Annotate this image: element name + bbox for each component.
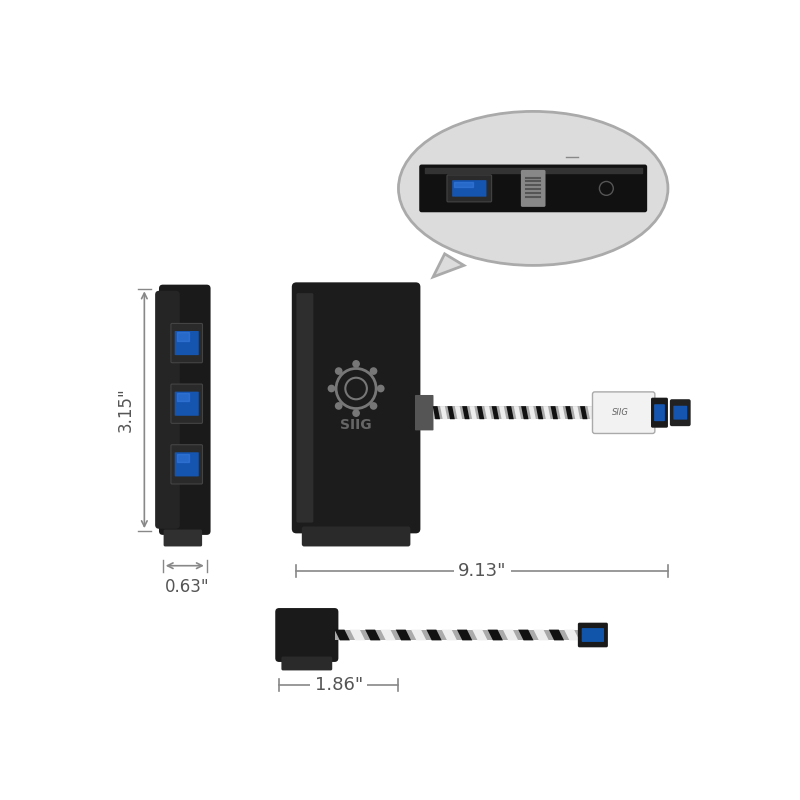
Circle shape <box>335 367 342 375</box>
Text: 0.63": 0.63" <box>164 578 209 596</box>
FancyBboxPatch shape <box>171 384 202 423</box>
FancyBboxPatch shape <box>174 331 198 355</box>
Polygon shape <box>529 406 536 419</box>
FancyBboxPatch shape <box>447 175 492 202</box>
Polygon shape <box>521 406 529 419</box>
Polygon shape <box>334 630 350 640</box>
Polygon shape <box>487 630 503 640</box>
Polygon shape <box>514 406 521 419</box>
Polygon shape <box>411 630 426 640</box>
Polygon shape <box>534 630 549 640</box>
Bar <box>334 630 579 640</box>
Polygon shape <box>396 630 411 640</box>
FancyBboxPatch shape <box>275 608 338 662</box>
Polygon shape <box>573 406 580 419</box>
FancyBboxPatch shape <box>674 406 687 420</box>
Circle shape <box>370 367 378 375</box>
Polygon shape <box>477 406 484 419</box>
Polygon shape <box>457 630 472 640</box>
FancyBboxPatch shape <box>593 392 655 434</box>
Polygon shape <box>440 406 447 419</box>
Bar <box>433 406 595 419</box>
Polygon shape <box>455 406 462 419</box>
Polygon shape <box>492 406 499 419</box>
FancyBboxPatch shape <box>292 282 420 534</box>
FancyBboxPatch shape <box>521 170 546 207</box>
Polygon shape <box>506 406 514 419</box>
FancyBboxPatch shape <box>654 404 665 421</box>
Polygon shape <box>549 630 564 640</box>
Polygon shape <box>580 406 587 419</box>
Polygon shape <box>470 406 477 419</box>
Polygon shape <box>365 630 381 640</box>
Polygon shape <box>426 630 442 640</box>
FancyBboxPatch shape <box>419 165 647 212</box>
FancyBboxPatch shape <box>282 657 332 670</box>
Polygon shape <box>587 406 595 419</box>
Polygon shape <box>550 406 558 419</box>
FancyBboxPatch shape <box>582 628 604 642</box>
Polygon shape <box>484 406 492 419</box>
Text: SIIG: SIIG <box>612 408 630 417</box>
Polygon shape <box>564 630 579 640</box>
Text: 9.13": 9.13" <box>458 562 506 580</box>
Circle shape <box>328 385 335 392</box>
Circle shape <box>599 182 614 195</box>
Circle shape <box>352 410 360 417</box>
Polygon shape <box>462 406 470 419</box>
FancyBboxPatch shape <box>171 445 202 484</box>
FancyBboxPatch shape <box>159 285 210 535</box>
Text: 3.15": 3.15" <box>117 387 135 432</box>
Polygon shape <box>499 406 506 419</box>
Polygon shape <box>381 630 396 640</box>
Circle shape <box>335 402 342 410</box>
Bar <box>334 630 579 640</box>
Polygon shape <box>558 406 566 419</box>
Polygon shape <box>472 630 487 640</box>
FancyBboxPatch shape <box>171 323 202 362</box>
FancyBboxPatch shape <box>155 291 180 529</box>
FancyBboxPatch shape <box>415 395 434 430</box>
FancyBboxPatch shape <box>302 526 410 546</box>
Polygon shape <box>543 406 550 419</box>
Polygon shape <box>536 406 543 419</box>
FancyBboxPatch shape <box>163 530 202 546</box>
Circle shape <box>377 385 385 392</box>
FancyBboxPatch shape <box>297 293 314 522</box>
FancyBboxPatch shape <box>174 452 198 477</box>
Circle shape <box>370 402 378 410</box>
Circle shape <box>352 360 360 368</box>
FancyBboxPatch shape <box>578 622 608 647</box>
Polygon shape <box>447 406 455 419</box>
Polygon shape <box>566 406 573 419</box>
FancyBboxPatch shape <box>174 392 198 416</box>
FancyBboxPatch shape <box>452 180 486 197</box>
Polygon shape <box>433 406 440 419</box>
Polygon shape <box>350 630 365 640</box>
Text: SIIG: SIIG <box>340 418 372 433</box>
Polygon shape <box>442 630 457 640</box>
Bar <box>433 406 595 419</box>
Polygon shape <box>518 630 534 640</box>
Polygon shape <box>503 630 518 640</box>
Ellipse shape <box>398 111 668 266</box>
FancyBboxPatch shape <box>651 398 668 428</box>
Polygon shape <box>433 254 464 277</box>
Text: 1.86": 1.86" <box>314 676 363 694</box>
FancyBboxPatch shape <box>670 399 690 426</box>
